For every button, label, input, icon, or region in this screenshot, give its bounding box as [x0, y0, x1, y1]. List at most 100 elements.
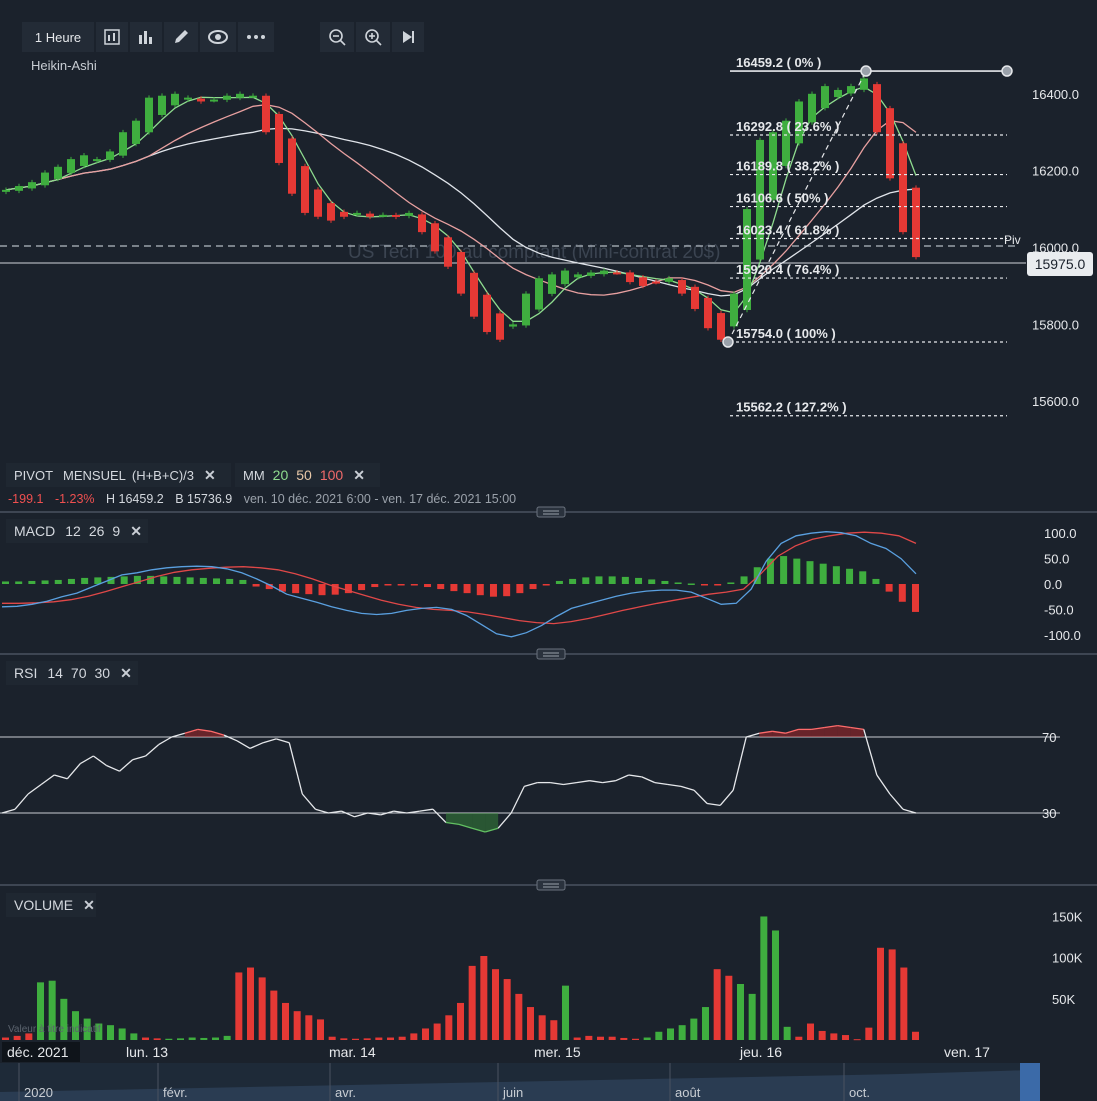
volume-bar: [667, 1028, 674, 1040]
macd-histogram-bar: [226, 578, 234, 584]
candle-body: [678, 280, 686, 294]
rsi-line-segment: [40, 774, 55, 786]
macd-histogram-bar: [740, 576, 748, 584]
volume-bar: [877, 947, 884, 1040]
macd-histogram-bar: [147, 575, 155, 584]
timeframe-button[interactable]: 1 Heure: [22, 22, 94, 52]
macd-histogram-bar: [793, 558, 801, 584]
bar-chart-icon-svg: [139, 31, 152, 44]
volume-bar: [772, 930, 779, 1040]
macd-close-icon[interactable]: ✕: [130, 522, 142, 539]
candle-body: [795, 101, 803, 144]
volume-axis-tick: 50K: [1052, 992, 1075, 1007]
macd-histogram-bar: [173, 576, 181, 584]
volume-close-icon[interactable]: ✕: [83, 896, 95, 913]
rsi-line-segment: [693, 789, 708, 804]
rsi-line-segment: [837, 724, 851, 729]
rsi-line-segment: [145, 744, 160, 757]
zoom-out-icon[interactable]: [320, 22, 354, 52]
rsi-line-segment: [197, 728, 212, 732]
candle-body: [756, 139, 764, 260]
candle-body: [821, 86, 829, 109]
candle-body: [704, 297, 712, 329]
volume-bar: [807, 1023, 814, 1040]
zoom-in-icon-svg: [365, 29, 382, 46]
more-icon[interactable]: [238, 22, 274, 52]
navigator-label: août: [675, 1085, 701, 1100]
mm-close-icon[interactable]: ✕: [353, 466, 365, 483]
zoom-in-icon[interactable]: [356, 22, 390, 52]
candle-body: [639, 277, 647, 286]
macd-histogram-bar: [463, 584, 471, 594]
macd-histogram-bar: [832, 566, 840, 584]
macd-histogram-bar: [569, 578, 577, 584]
bar-chart-icon[interactable]: [130, 22, 162, 52]
high-value: H 16459.2: [106, 492, 164, 506]
volume-bar: [118, 1028, 126, 1040]
macd-histogram-bar: [107, 576, 115, 584]
macd-histogram-bar: [54, 579, 62, 584]
pencil-icon[interactable]: [164, 22, 198, 52]
rsi-line-segment: [458, 823, 473, 829]
price-stats: -199.1 -1.23% H 16459.2 B 15736.9 ven. 1…: [8, 492, 516, 506]
fib-handle: [722, 336, 734, 348]
change-percent: -1.23%: [54, 492, 95, 506]
pivot-close-icon[interactable]: ✕: [204, 466, 216, 483]
rsi-line-segment: [615, 774, 630, 782]
rsi-line-segment: [419, 808, 433, 812]
volume-bar: [177, 1038, 184, 1040]
rsi-line-segment: [288, 742, 303, 795]
rsi-line-segment: [262, 738, 277, 744]
macd-histogram-bar: [489, 584, 497, 597]
candle-body: [15, 186, 23, 191]
macd-histogram-bar: [859, 571, 867, 584]
macd-p2: 26: [88, 523, 105, 539]
candles-icon[interactable]: [96, 22, 128, 52]
candle-body: [886, 108, 894, 179]
change-value: -199.1: [8, 492, 44, 506]
rsi-line-segment: [158, 736, 173, 746]
rsi-line-segment: [119, 759, 133, 772]
eye-icon[interactable]: [200, 22, 236, 52]
rsi-line-segment: [223, 734, 238, 742]
candle-body: [314, 189, 322, 217]
volume-bar: [643, 1037, 651, 1040]
candle-body: [600, 270, 608, 275]
rsi-overbought-fill: [785, 729, 799, 737]
volume-axis-tick: 100K: [1052, 951, 1083, 966]
rsi-overbought-fill: [759, 731, 773, 737]
candle-body: [444, 237, 452, 267]
panel-resize-handle: [536, 648, 566, 660]
macd-histogram-bar: [674, 582, 682, 584]
eye-icon-svg: [208, 30, 228, 44]
navigator-label: oct.: [849, 1085, 870, 1100]
candle-body: [847, 86, 855, 94]
navigator-label: avr.: [335, 1085, 356, 1100]
low-value: B 15736.9: [175, 492, 233, 506]
price-axis-tick: 16200.0: [1032, 164, 1079, 179]
candle-body: [691, 286, 699, 309]
play-icon[interactable]: [392, 22, 424, 52]
price-axis-tick: 16000.0: [1032, 241, 1079, 256]
volume-axis-tick: 150K: [1052, 909, 1083, 924]
rsi-line-segment: [589, 780, 603, 784]
rsi-line-segment: [236, 740, 251, 749]
volume-bar: [492, 969, 499, 1040]
candle-body: [613, 272, 621, 275]
macd-histogram-bar: [186, 577, 194, 584]
macd-line: [1, 531, 917, 638]
rsi-close-icon[interactable]: ✕: [120, 664, 132, 681]
rsi-line-segment: [184, 728, 199, 734]
macd-axis-tick: -50.0: [1044, 602, 1074, 617]
rsi-line-segment: [315, 808, 329, 814]
volume-bar: [445, 1015, 453, 1040]
ma100-line: [5, 127, 917, 297]
candle-body: [899, 143, 907, 233]
rsi-line-segment: [471, 827, 486, 833]
macd-histogram-bar: [292, 584, 300, 594]
macd-histogram-bar: [397, 584, 405, 586]
rsi-line-segment: [772, 730, 786, 734]
macd-histogram-bar: [635, 577, 643, 584]
